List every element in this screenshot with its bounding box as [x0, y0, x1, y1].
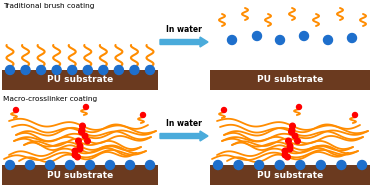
Circle shape: [296, 160, 305, 170]
Bar: [210, 165, 370, 185]
Circle shape: [282, 152, 288, 158]
Bar: [2, 165, 158, 185]
Circle shape: [295, 138, 300, 144]
Circle shape: [76, 138, 81, 144]
Circle shape: [353, 112, 357, 118]
Circle shape: [125, 160, 135, 170]
Circle shape: [289, 127, 295, 133]
Circle shape: [221, 108, 227, 112]
Circle shape: [292, 133, 298, 139]
Circle shape: [145, 66, 154, 74]
Circle shape: [72, 148, 78, 154]
Circle shape: [65, 160, 74, 170]
Circle shape: [276, 36, 285, 44]
Text: PU substrate: PU substrate: [257, 170, 323, 180]
Circle shape: [75, 154, 80, 160]
Circle shape: [285, 154, 290, 160]
Circle shape: [275, 160, 284, 170]
Bar: [210, 70, 370, 90]
Circle shape: [45, 160, 55, 170]
Circle shape: [145, 160, 154, 170]
Circle shape: [347, 33, 356, 43]
Circle shape: [72, 152, 78, 158]
Text: PU substrate: PU substrate: [47, 170, 113, 180]
Text: Macro-crosslinker coating: Macro-crosslinker coating: [3, 96, 97, 102]
Text: PU substrate: PU substrate: [47, 75, 113, 84]
Circle shape: [357, 160, 366, 170]
Circle shape: [282, 148, 288, 154]
Circle shape: [36, 66, 46, 74]
Text: Traditional brush coating: Traditional brush coating: [3, 3, 94, 9]
Text: PU substrate: PU substrate: [257, 75, 323, 84]
FancyArrow shape: [160, 131, 208, 141]
Circle shape: [82, 133, 88, 139]
Circle shape: [287, 146, 293, 152]
Circle shape: [290, 123, 295, 129]
Circle shape: [77, 143, 83, 149]
Circle shape: [130, 66, 139, 74]
FancyArrow shape: [160, 37, 208, 47]
Circle shape: [13, 108, 19, 112]
Bar: [2, 70, 158, 90]
Circle shape: [286, 138, 291, 144]
Circle shape: [85, 138, 90, 144]
Circle shape: [6, 160, 15, 170]
Circle shape: [234, 160, 243, 170]
Circle shape: [68, 66, 77, 74]
Circle shape: [79, 129, 84, 135]
Circle shape: [228, 36, 237, 44]
Circle shape: [83, 105, 89, 109]
Circle shape: [79, 127, 85, 133]
Circle shape: [77, 146, 83, 152]
Circle shape: [337, 160, 346, 170]
Circle shape: [296, 105, 301, 109]
Circle shape: [214, 160, 222, 170]
Circle shape: [21, 66, 30, 74]
Circle shape: [289, 129, 294, 135]
Text: In water: In water: [166, 119, 202, 128]
Circle shape: [255, 160, 264, 170]
Circle shape: [52, 66, 61, 74]
Circle shape: [299, 32, 308, 40]
Circle shape: [141, 112, 145, 118]
Circle shape: [6, 66, 15, 74]
Circle shape: [253, 32, 262, 40]
Circle shape: [80, 123, 85, 129]
Circle shape: [86, 160, 94, 170]
Circle shape: [106, 160, 115, 170]
Circle shape: [114, 66, 124, 74]
Text: In water: In water: [166, 25, 202, 34]
Circle shape: [26, 160, 35, 170]
Circle shape: [316, 160, 326, 170]
Circle shape: [324, 36, 333, 44]
Circle shape: [99, 66, 108, 74]
Circle shape: [83, 66, 92, 74]
Circle shape: [287, 143, 293, 149]
